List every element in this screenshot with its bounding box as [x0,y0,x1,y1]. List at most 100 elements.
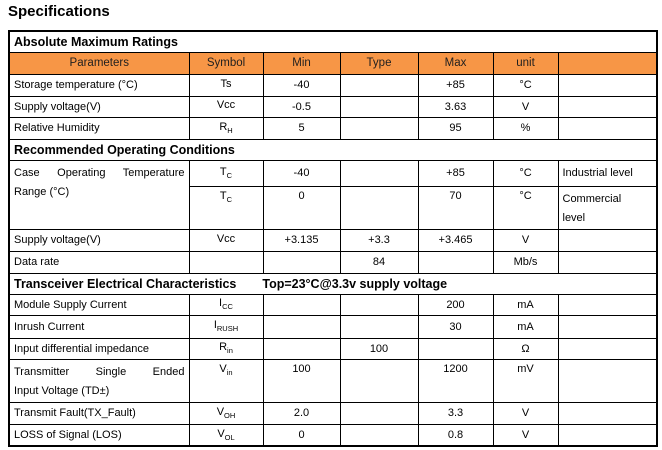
param-cell: Transmit Fault(TX_Fault) [8,401,190,425]
max-cell: 200 [417,293,494,316]
note-cell: Industrial level [557,159,658,187]
unit-cell: °C [492,73,559,97]
max-cell: 3.63 [417,95,494,118]
min-cell: -40 [262,73,341,97]
min-cell: 5 [262,116,341,140]
note-cell [557,358,658,403]
unit-cell: % [492,116,559,140]
min-cell: -40 [262,159,341,187]
symbol-cell: RH [188,116,264,140]
type-cell [339,185,419,230]
param-cell: Inrush Current [8,314,190,339]
type-cell: 84 [339,250,419,274]
table-row: Transmitter Single Ended Input Voltage (… [8,358,658,403]
table-row: Module Supply Current ICC 200 mA [8,293,658,316]
unit-cell: V [492,423,559,447]
table-row: Data rate 84 Mb/s [8,250,658,274]
type-cell [339,95,419,118]
param-cell: Transmitter Single Ended Input Voltage (… [8,358,190,403]
symbol-cell: Rin [188,337,264,360]
section-title: Transceiver Electrical Characteristics [14,276,237,291]
param-cell: LOSS of Signal (LOS) [8,423,190,447]
note-cell [557,423,658,447]
section-title: Recommended Operating Conditions [8,138,658,161]
min-cell: 0 [262,185,341,230]
table-row: Storage temperature (°C) Ts -40 +85 °C [8,73,658,97]
column-header-min: Min [262,51,341,75]
table-row: LOSS of Signal (LOS) VOL 0 0.8 V [8,423,658,447]
unit-cell: mA [492,293,559,316]
type-cell [339,314,419,339]
note-cell [557,73,658,97]
symbol-cell: Vin [188,358,264,403]
section-condition: Top=23°C@3.3v supply voltage [262,276,448,291]
symbol-cell: Vcc [188,95,264,118]
table-row: Relative Humidity RH 5 95 % [8,116,658,140]
table-row: Transmit Fault(TX_Fault) VOH 2.0 3.3 V [8,401,658,425]
symbol-cell [188,250,264,274]
table-row: Case Operating Temperature Range (°C) TC… [8,159,658,230]
max-cell: 30 [417,314,494,339]
section-title: Absolute Maximum Ratings [8,30,658,53]
min-cell: 2.0 [262,401,341,425]
max-cell: +85 [417,73,494,97]
note-cell [557,116,658,140]
note-cell [557,337,658,360]
param-cell: Supply voltage(V) [8,95,190,118]
max-cell: 1200 [417,358,494,403]
symbol-cell: TC [188,159,264,187]
unit-cell: mA [492,314,559,339]
section-row-absolute-maximum-ratings: Absolute Maximum Ratings [8,30,658,53]
symbol-cell: ICC [188,293,264,316]
symbol-cell: Ts [188,73,264,97]
param-cell: Data rate [8,250,190,274]
max-cell: +85 [417,159,494,187]
unit-cell: Mb/s [492,250,559,274]
unit-cell: V [492,95,559,118]
column-header-row: Parameters Symbol Min Type Max unit [8,51,658,75]
column-header-parameters: Parameters [8,51,190,75]
min-cell [262,250,341,274]
unit-cell: °C [492,185,559,230]
max-cell: 0.8 [417,423,494,447]
max-cell: 95 [417,116,494,140]
type-cell [339,159,419,187]
min-cell [262,337,341,360]
param-cell: Relative Humidity [8,116,190,140]
type-cell [339,423,419,447]
table-row: TC 0 70 °C Commercial level [9,185,658,230]
type-cell: +3.3 [339,228,419,252]
param-cell: Supply voltage(V) [8,228,190,252]
note-cell [557,250,658,274]
min-cell: +3.135 [262,228,341,252]
unit-cell: °C [492,159,559,187]
symbol-cell: IRUSH [188,314,264,339]
unit-cell: V [492,401,559,425]
max-cell: 3.3 [417,401,494,425]
specifications-table: Absolute Maximum Ratings Parameters Symb… [8,30,659,447]
note-cell [557,293,658,316]
param-cell: Input differential impedance [8,337,190,360]
column-header-type: Type [339,51,419,75]
type-cell [339,401,419,425]
note-cell [557,314,658,339]
symbol-cell: VOL [188,423,264,447]
section-row-transceiver-electrical-characteristics: Transceiver Electrical Characteristics To… [8,272,658,295]
column-header-unit: unit [492,51,559,75]
param-cell: Case Operating Temperature Range (°C) [8,159,190,230]
type-cell [339,116,419,140]
note-cell: Commercial level [557,185,658,230]
unit-cell: mV [492,358,559,403]
note-cell [557,401,658,425]
min-cell [262,314,341,339]
min-cell: -0.5 [262,95,341,118]
note-cell [557,95,658,118]
table-row: Inrush Current IRUSH 30 mA [8,314,658,339]
symbol-cell: Vcc [188,228,264,252]
table-row: Supply voltage(V) Vcc +3.135 +3.3 +3.465… [8,228,658,252]
type-cell: 100 [339,337,419,360]
min-cell [262,293,341,316]
param-cell: Module Supply Current [8,293,190,316]
column-header-extra [557,51,658,75]
type-cell [339,358,419,403]
